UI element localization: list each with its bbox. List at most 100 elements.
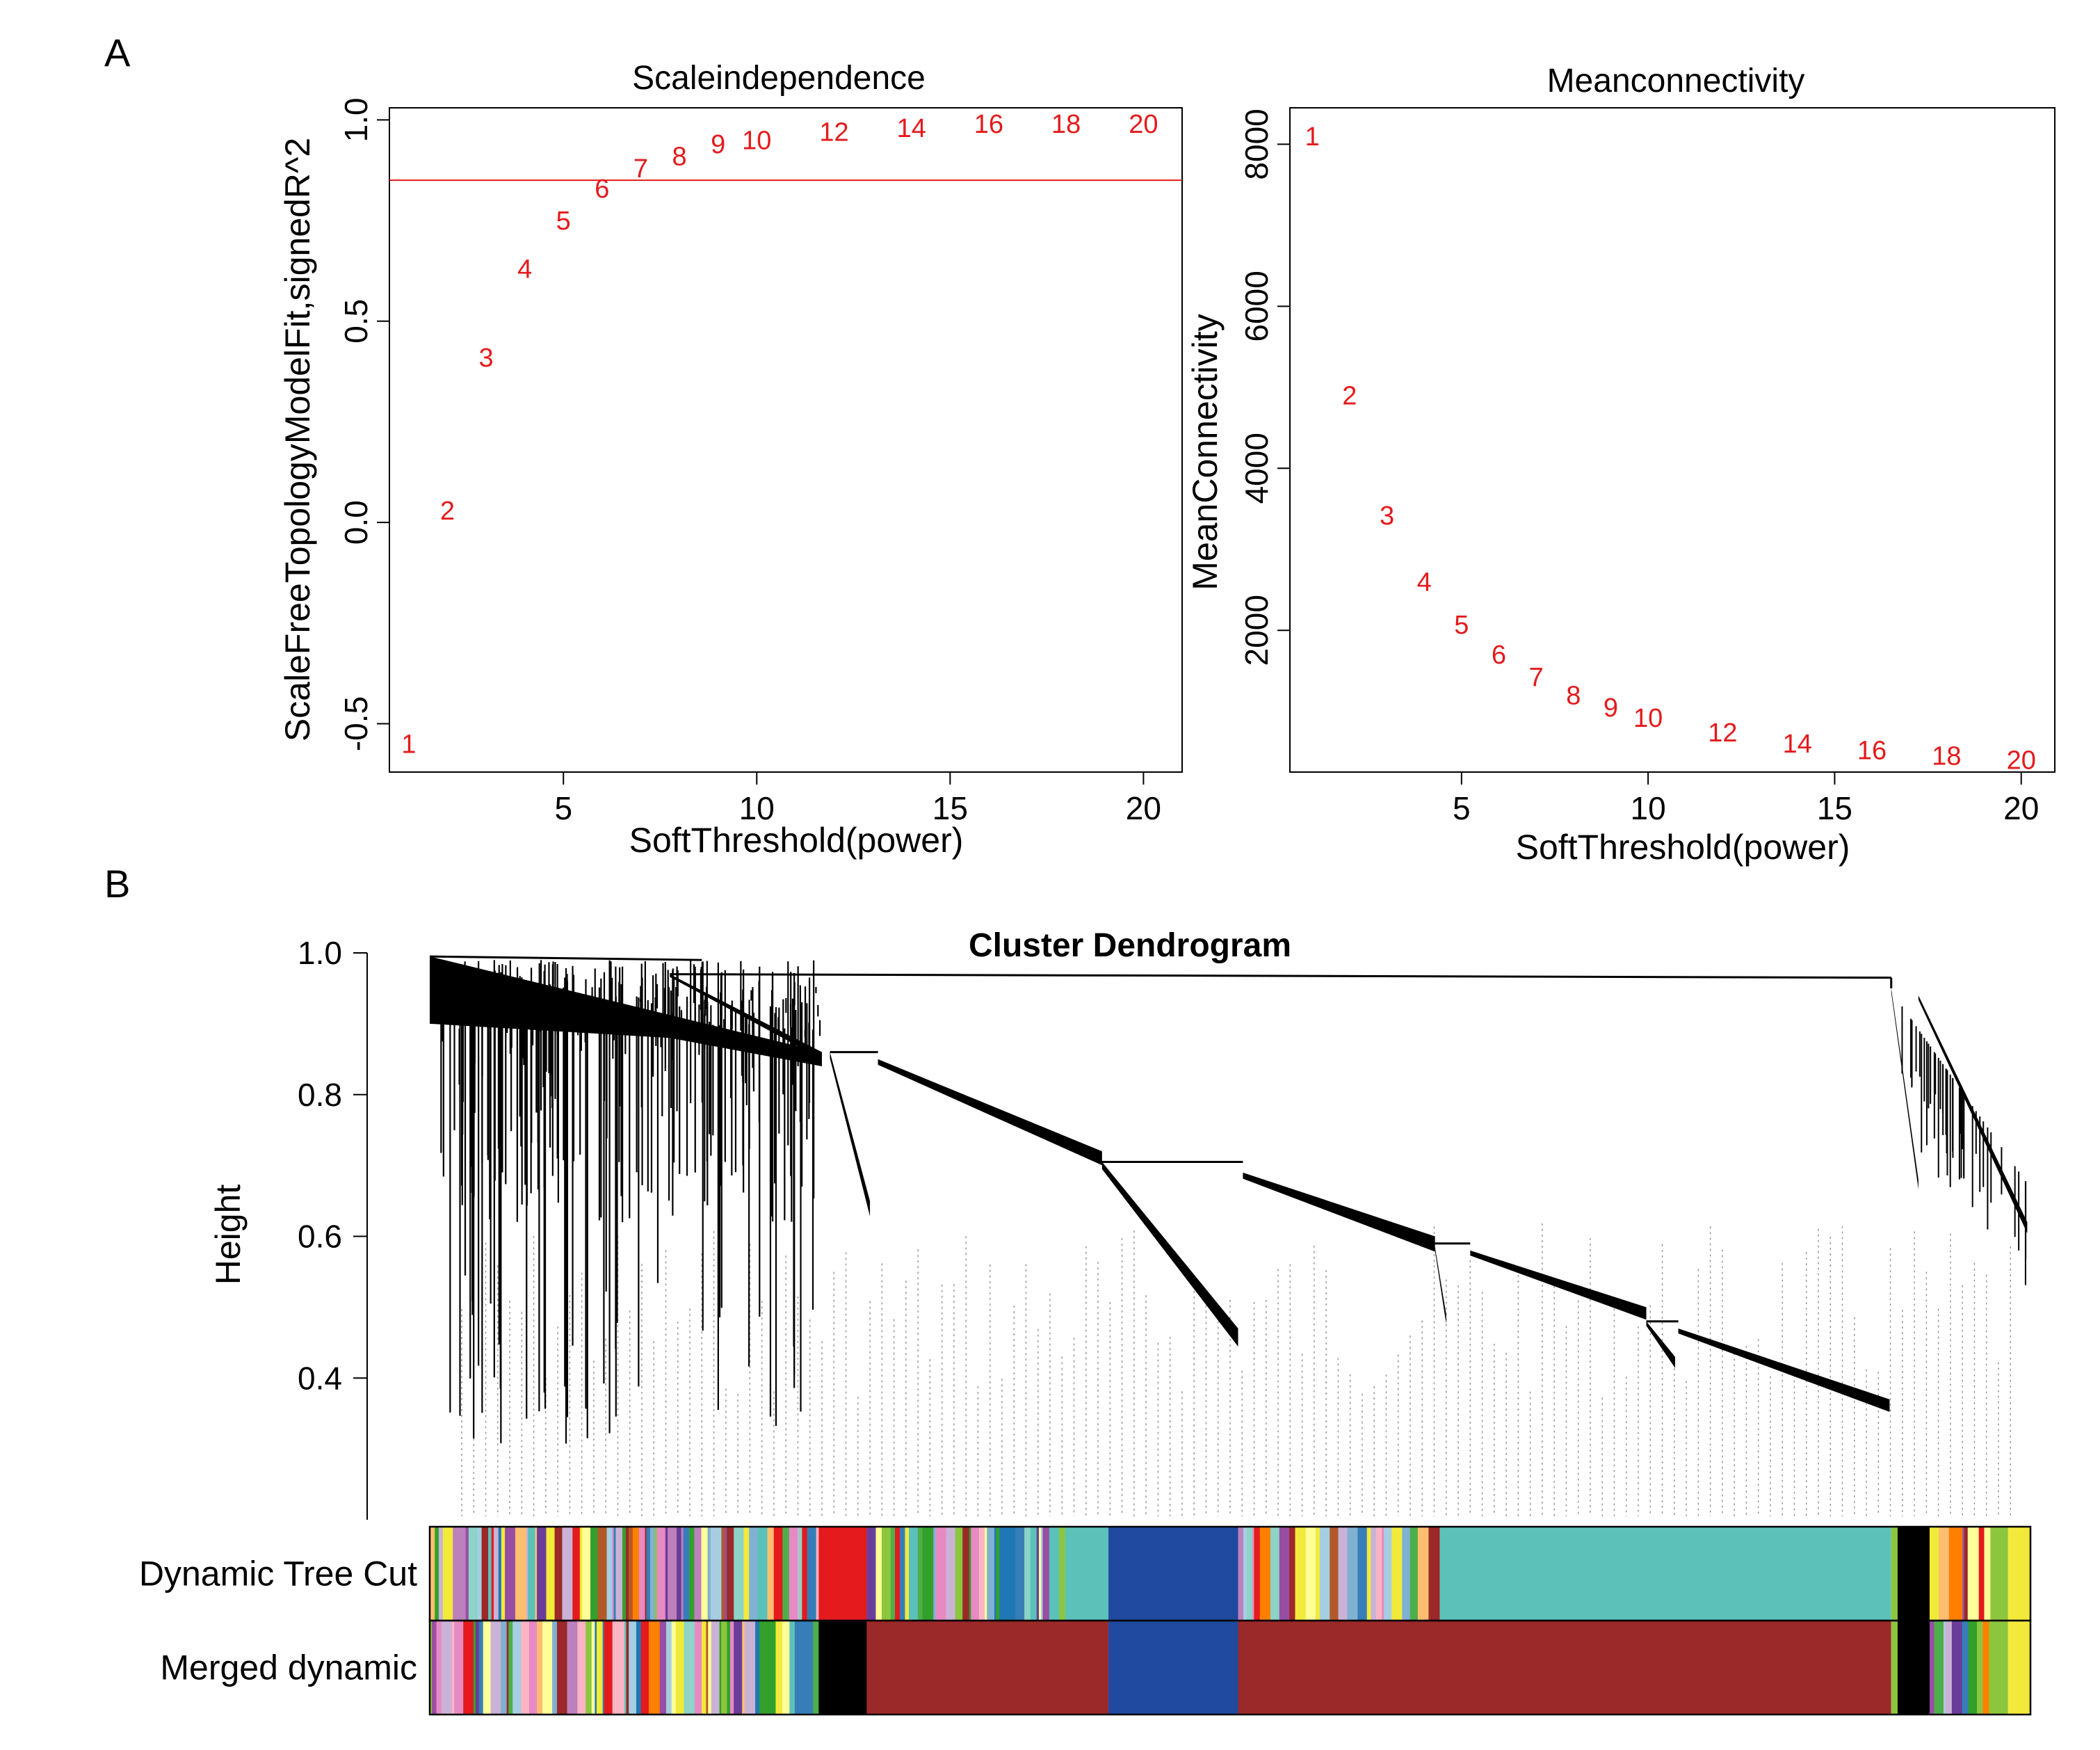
module-color-stripe xyxy=(1059,1527,1066,1621)
module-color-stripe xyxy=(695,1621,702,1715)
module-color-stripe xyxy=(922,1527,934,1621)
dendrogram-branch-wedge xyxy=(1435,1246,1446,1324)
scale-independence-point: 1 xyxy=(401,730,416,759)
module-color-stripe xyxy=(890,1527,896,1621)
module-color-stripe xyxy=(493,1527,499,1621)
module-color-stripe xyxy=(477,1527,483,1621)
module-color-stripe xyxy=(789,1621,795,1715)
module-color-stripe xyxy=(526,1527,528,1621)
module-color-segment xyxy=(1108,1527,1238,1621)
module-color-segment xyxy=(818,1621,867,1715)
module-color-stripe xyxy=(505,1527,516,1621)
mean-connectivity-x-axis: 5 10 15 20 xyxy=(1453,772,2039,826)
module-color-stripe xyxy=(1238,1527,1244,1621)
module-color-stripe xyxy=(554,1527,563,1621)
module-color-stripe xyxy=(1984,1527,1992,1621)
module-color-stripe xyxy=(648,1621,661,1715)
module-color-stripe xyxy=(755,1621,760,1715)
module-color-stripe xyxy=(1279,1527,1290,1621)
module-color-stripe xyxy=(626,1621,629,1715)
module-color-stripe xyxy=(1934,1621,1944,1715)
module-color-stripe xyxy=(725,1527,727,1621)
dendrogram-leaf-lines xyxy=(461,1223,2011,1516)
module-color-stripe xyxy=(1977,1621,1983,1715)
module-color-stripe xyxy=(1330,1527,1339,1621)
scale-independence-x-tick-label: 20 xyxy=(1126,790,1161,826)
module-color-segment xyxy=(2008,1527,2030,1621)
mean-connectivity-point: 1 xyxy=(1305,122,1320,152)
scale-independence-point: 7 xyxy=(633,154,648,184)
scale-independence-y-label: ScaleFreeTopologyModelFit,signedR^2 xyxy=(278,138,317,741)
mean-connectivity-y-tick-label: 2000 xyxy=(1238,595,1275,666)
module-color-stripe xyxy=(706,1621,709,1715)
module-color-stripe xyxy=(606,1527,613,1621)
module-color-segment xyxy=(1891,1527,1898,1621)
scale-independence-plot-frame xyxy=(389,107,1183,773)
module-color-stripe xyxy=(675,1621,685,1715)
module-color-segment xyxy=(818,1527,867,1621)
dendrogram-fan-mass xyxy=(430,956,822,1066)
scale-independence-title: Scaleindependence xyxy=(632,60,926,97)
module-color-stripe xyxy=(987,1527,995,1621)
module-color-stripe xyxy=(435,1527,439,1621)
module-color-stripe xyxy=(491,1527,494,1621)
scale-independence-point: 6 xyxy=(595,175,609,204)
module-color-stripe xyxy=(727,1621,731,1715)
module-color-stripe xyxy=(481,1527,489,1621)
module-color-stripe xyxy=(905,1527,910,1621)
scale-independence-y-tick-label: 0.5 xyxy=(338,299,374,344)
module-color-stripe xyxy=(665,1527,668,1621)
dendrogram-y-tick-label: 0.8 xyxy=(298,1077,342,1113)
mean-connectivity-x-tick-label: 10 xyxy=(1631,790,1666,826)
module-color-stripe xyxy=(935,1527,947,1621)
module-color-stripe xyxy=(711,1621,720,1715)
scale-independence-y-tick-label: -0.5 xyxy=(338,696,374,751)
module-color-stripe xyxy=(537,1527,547,1621)
module-color-stripe xyxy=(483,1621,492,1715)
module-color-stripe xyxy=(654,1527,658,1621)
module-color-stripe xyxy=(612,1527,615,1621)
module-color-stripe xyxy=(978,1527,985,1621)
module-color-stripe xyxy=(719,1621,722,1715)
module-color-stripe xyxy=(798,1527,802,1621)
module-color-stripe xyxy=(996,1527,1000,1621)
module-color-stripe xyxy=(604,1621,613,1715)
module-color-stripe xyxy=(710,1527,722,1621)
module-color-stripe xyxy=(646,1621,649,1715)
module-color-stripe xyxy=(624,1621,627,1715)
module-color-stripe xyxy=(1254,1527,1261,1621)
cluster-dendrogram-y-label: Height xyxy=(209,1185,248,1285)
module-color-stripe xyxy=(1982,1621,1990,1715)
module-color-stripe xyxy=(730,1621,734,1715)
module-color-stripe xyxy=(521,1621,530,1715)
module-color-stripe xyxy=(595,1621,597,1715)
module-color-stripe xyxy=(535,1527,538,1621)
module-color-stripe xyxy=(759,1621,770,1715)
cluster-dendrogram-y-axis: 0.4 0.6 0.8 1.0 xyxy=(298,935,368,1520)
module-color-stripe xyxy=(666,1621,672,1715)
module-color-stripe xyxy=(909,1527,919,1621)
module-color-stripe xyxy=(803,1621,814,1715)
module-color-stripe xyxy=(528,1621,538,1715)
module-color-stripe xyxy=(1391,1527,1403,1621)
module-color-stripe xyxy=(749,1527,758,1621)
module-color-stripe xyxy=(1967,1527,1980,1621)
module-color-stripe xyxy=(430,1527,435,1621)
dendrogram-branch-wedge xyxy=(1891,988,1919,1189)
mean-connectivity-plot-frame xyxy=(1289,107,2055,773)
module-color-segment xyxy=(1428,1527,1440,1621)
module-color-stripe xyxy=(734,1527,745,1621)
module-color-stripe xyxy=(689,1527,695,1621)
scale-independence-y-tick-label: 1.0 xyxy=(338,97,374,142)
module-color-stripe xyxy=(1417,1527,1430,1621)
scale-independence-point: 9 xyxy=(711,130,725,159)
mean-connectivity-plot: Meanconnectivity 5 10 15 20 200040006000800… xyxy=(1186,63,2055,867)
module-color-segment xyxy=(1990,1527,2008,1621)
module-color-stripe xyxy=(488,1527,492,1621)
module-color-stripe xyxy=(1402,1527,1410,1621)
module-color-stripe xyxy=(438,1527,444,1621)
mean-connectivity-point: 6 xyxy=(1492,641,1506,670)
module-color-stripe xyxy=(1962,1527,1965,1621)
mean-connectivity-point: 9 xyxy=(1604,693,1618,723)
module-color-stripe xyxy=(1008,1527,1017,1621)
